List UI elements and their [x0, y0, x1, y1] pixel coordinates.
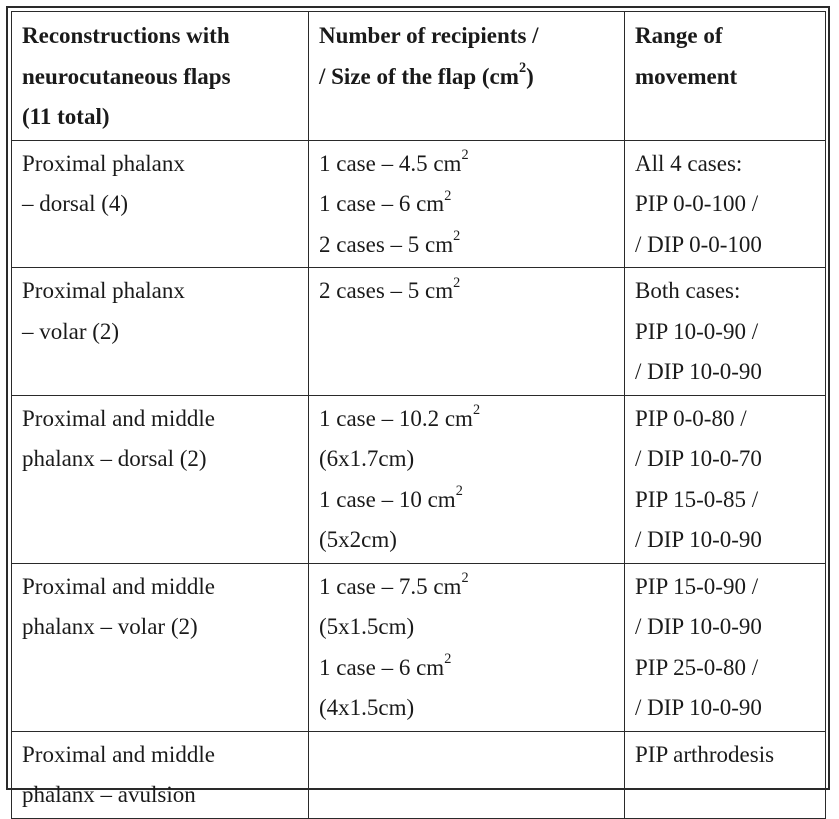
table-header-row: Reconstructions with neurocutaneous flap… — [11, 11, 826, 141]
cell-line: – volar (2) — [22, 318, 120, 344]
cell-line: 1 case – 4.5 cm2 — [319, 144, 616, 185]
cell-line: phalanx – dorsal (2) — [22, 446, 207, 471]
cell-line: (5x1.5cm) — [319, 607, 616, 648]
cell-line: 1 case – 10 cm2 — [319, 480, 616, 521]
cell-size: 2 cases – 5 cm2 — [308, 267, 625, 396]
superscript: 2 — [444, 651, 452, 667]
superscript: 2 — [455, 483, 463, 499]
header-reconstructions: Reconstructions with neurocutaneous flap… — [11, 11, 309, 141]
header-range-of-movement: Range of movement — [624, 11, 826, 141]
cell-size: 1 case – 10.2 cm2 (6x1.7cm) 1 case – 10 … — [308, 394, 625, 564]
table-row: Proximal phalanx – volar (2) 2 cases – 5… — [11, 267, 826, 396]
cell-size: 1 case – 7.5 cm2 (5x1.5cm) 1 case – 6 cm… — [308, 562, 625, 732]
cell-text: 1 case – 6 cm — [319, 191, 445, 216]
header-line: neurocutaneous flaps — [22, 63, 231, 89]
header-line: / Size of the flap (cm2) — [319, 57, 616, 98]
cell-text: (5x1.5cm) — [319, 614, 415, 639]
header-line: movement — [635, 63, 738, 89]
cell-line: PIP 15-0-85 / — [635, 486, 759, 512]
flap-reconstruction-table: Reconstructions with neurocutaneous flap… — [11, 11, 826, 819]
cell-movement: Both cases: PIP 10-0-90 / / DIP 10-0-90 — [624, 267, 826, 396]
cell-line: / DIP 0-0-100 — [635, 231, 762, 257]
cell-line: 1 case – 6 cm2 — [319, 184, 616, 225]
header-line: (11 total) — [22, 104, 110, 129]
table-row: Proximal phalanx – dorsal (4) 1 case – 4… — [11, 139, 826, 268]
cell-line: 2 cases – 5 cm2 — [319, 225, 616, 266]
table-row: Proximal and middle phalanx – avulsion P… — [11, 730, 826, 819]
cell-line: / DIP 10-0-90 — [635, 527, 762, 552]
cell-text: 1 case – 10.2 cm — [319, 405, 473, 431]
superscript: 2 — [461, 570, 469, 586]
cell-line: PIP 15-0-90 / — [635, 573, 759, 599]
cell-text: 1 case – 4.5 cm — [319, 150, 462, 176]
cell-text: 2 cases – 5 cm — [319, 231, 454, 257]
cell-line: (4x1.5cm) — [319, 688, 616, 729]
superscript: 2 — [453, 228, 461, 244]
cell-size — [308, 730, 625, 819]
cell-line: Both cases: — [635, 278, 741, 303]
header-text: / Size of the flap (cm — [319, 63, 519, 89]
cell-line: (5x2cm) — [319, 520, 616, 561]
cell-text: (6x1.7cm) — [319, 446, 415, 471]
cell-line: Proximal and middle — [22, 741, 215, 767]
cell-text: 1 case – 10 cm — [319, 486, 456, 512]
superscript: 2 — [444, 187, 452, 204]
cell-line: phalanx – avulsion — [22, 782, 196, 807]
cell-movement: PIP 0-0-80 / / DIP 10-0-70 PIP 15-0-85 /… — [624, 394, 826, 564]
header-text: ) — [526, 63, 534, 89]
cell-reconstruction: Proximal phalanx – volar (2) — [11, 267, 309, 396]
cell-line: / DIP 10-0-90 — [635, 695, 762, 720]
cell-line: PIP 25-0-80 / — [635, 654, 759, 680]
cell-reconstruction: Proximal and middle phalanx – avulsion — [11, 730, 309, 819]
cell-line: 1 case – 10.2 cm2 — [319, 399, 616, 440]
cell-text: (5x2cm) — [319, 527, 397, 552]
cell-line: / DIP 10-0-90 — [635, 359, 762, 384]
cell-reconstruction: Proximal and middle phalanx – dorsal (2) — [11, 394, 309, 564]
cell-line: Proximal phalanx — [22, 150, 185, 176]
header-recipients-size: Number of recipients / / Size of the fla… — [308, 11, 625, 141]
cell-reconstruction: Proximal and middle phalanx – volar (2) — [11, 562, 309, 732]
cell-line: 2 cases – 5 cm2 — [319, 271, 616, 312]
cell-text: 1 case – 6 cm — [319, 654, 445, 680]
cell-line: phalanx – volar (2) — [22, 614, 198, 639]
superscript: 2 — [453, 274, 461, 291]
cell-size: 1 case – 4.5 cm2 1 case – 6 cm2 2 cases … — [308, 139, 625, 268]
superscript: 2 — [472, 402, 481, 418]
superscript: 2 — [518, 60, 527, 76]
header-line: Range of — [635, 23, 723, 48]
cell-movement: PIP 15-0-90 / / DIP 10-0-90 PIP 25-0-80 … — [624, 562, 826, 732]
cell-line: / DIP 10-0-90 — [635, 614, 762, 639]
table-row: Proximal and middle phalanx – volar (2) … — [11, 562, 826, 732]
cell-text: 2 cases – 5 cm — [319, 278, 454, 303]
cell-reconstruction: Proximal phalanx – dorsal (4) — [11, 139, 309, 268]
cell-movement: PIP arthrodesis — [624, 730, 826, 819]
cell-line: Proximal phalanx — [22, 278, 185, 303]
cell-line: Proximal and middle — [22, 405, 215, 431]
cell-line: PIP 0-0-80 / — [635, 405, 747, 431]
cell-line: 1 case – 7.5 cm2 — [319, 567, 616, 608]
header-line: Reconstructions with — [22, 23, 230, 48]
cell-line: – dorsal (4) — [22, 191, 129, 216]
cell-line: / DIP 10-0-70 — [635, 446, 762, 471]
cell-line: Proximal and middle — [22, 573, 215, 599]
cell-text: 1 case – 7.5 cm — [319, 573, 462, 599]
cell-line: 1 case – 6 cm2 — [319, 648, 616, 689]
table-row: Proximal and middle phalanx – dorsal (2)… — [11, 394, 826, 564]
superscript: 2 — [461, 147, 469, 163]
header-line: Number of recipients / — [319, 23, 539, 48]
cell-line: PIP arthrodesis — [635, 741, 775, 767]
cell-line: PIP 0-0-100 / — [635, 191, 759, 216]
cell-movement: All 4 cases: PIP 0-0-100 / / DIP 0-0-100 — [624, 139, 826, 268]
cell-line: PIP 10-0-90 / — [635, 318, 759, 344]
cell-line: All 4 cases: — [635, 150, 743, 176]
cell-line: (6x1.7cm) — [319, 439, 616, 480]
cell-text: (4x1.5cm) — [319, 695, 415, 720]
